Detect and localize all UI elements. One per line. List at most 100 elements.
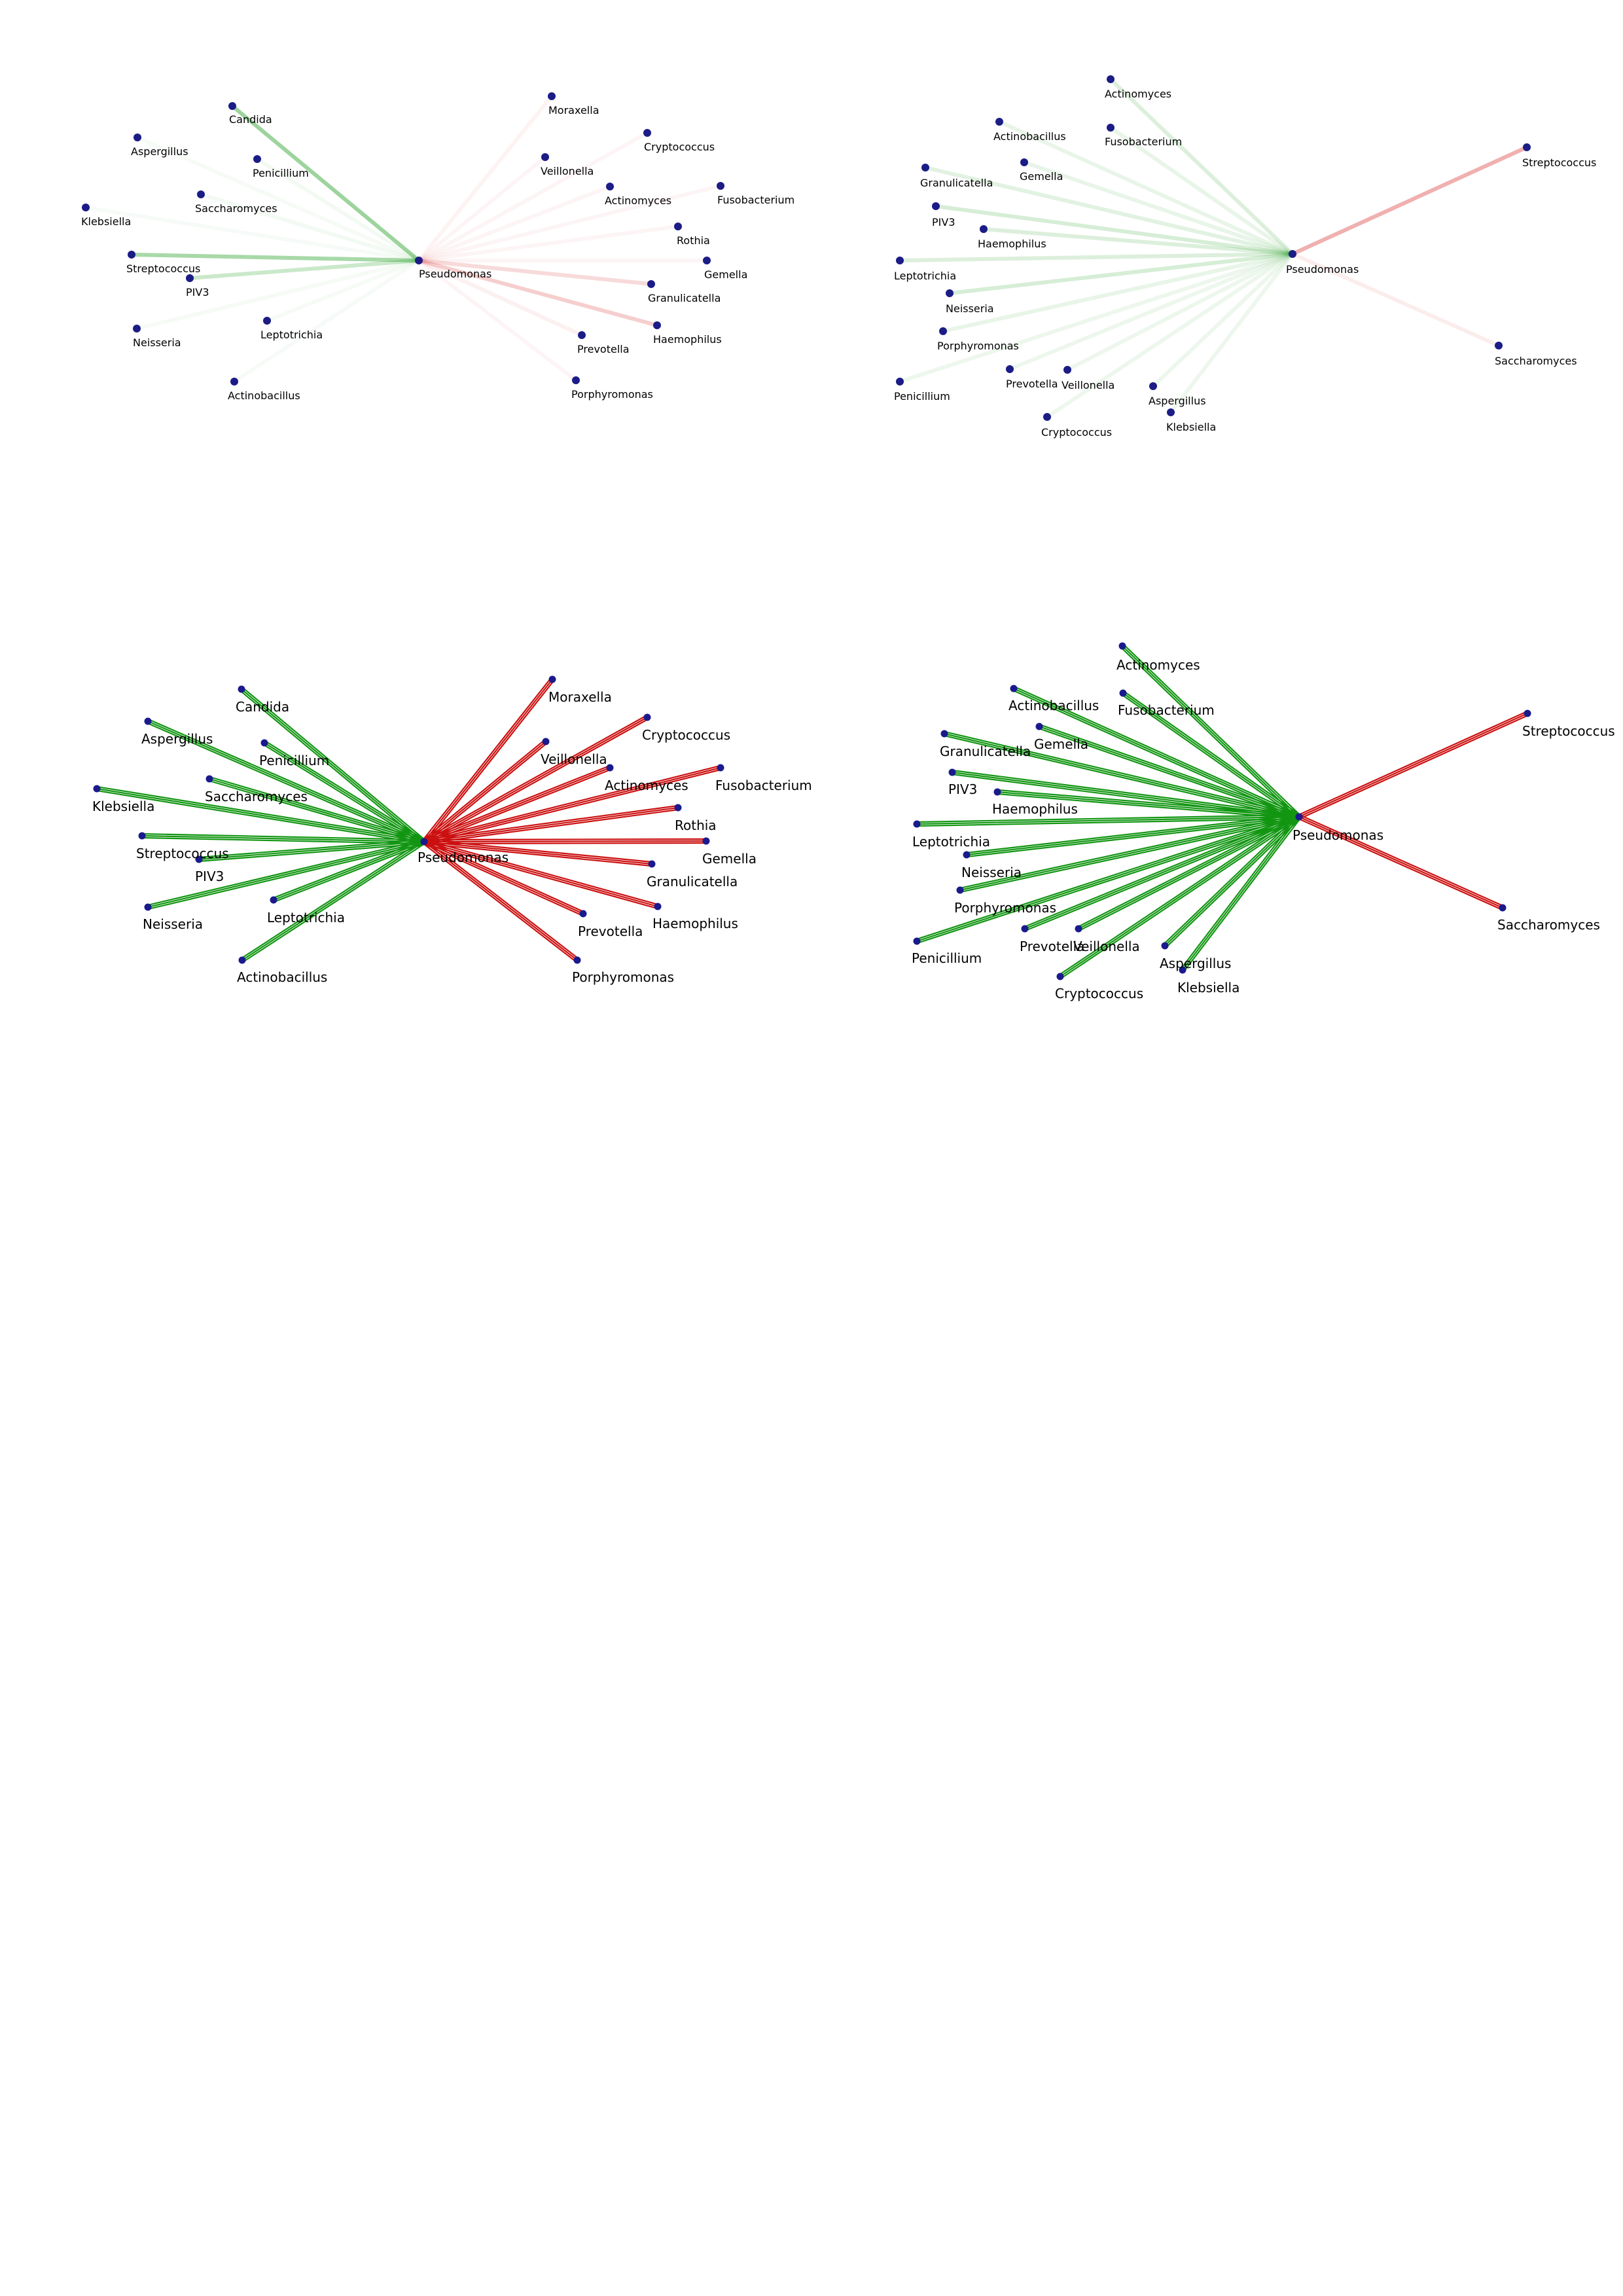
edge-actinomyces: [1109, 77, 1294, 256]
nodes-layer: [82, 92, 724, 386]
edge-stroke: [418, 226, 679, 261]
edge-stroke: [257, 158, 419, 261]
edge-saccharomyces: [200, 192, 420, 262]
node-label-saccharomyces: Saccharomyces: [1497, 917, 1600, 933]
node-veillonella: [1075, 925, 1082, 933]
edge-stroke: [959, 814, 1300, 889]
edge-stroke: [423, 768, 722, 845]
node-label-cryptococcus: Cryptococcus: [644, 141, 715, 153]
edge-stroke: [84, 207, 419, 262]
edge-stroke: [423, 840, 659, 908]
edge-stroke: [998, 122, 1293, 256]
edge-stroke: [1292, 253, 1499, 346]
node-moraxella: [548, 675, 556, 683]
node-label-aspergillus: Aspergillus: [1160, 956, 1231, 971]
node-label-penicillium: Penicillium: [912, 950, 982, 966]
edge-stroke: [423, 838, 707, 841]
edge-stroke: [136, 260, 420, 331]
edge-stroke: [418, 260, 582, 336]
node-label-saccharomyces: Saccharomyces: [205, 789, 308, 804]
edge-stroke: [241, 840, 425, 961]
edge-stroke: [1110, 127, 1293, 255]
node-label-penicillium: Penicillium: [259, 753, 329, 768]
edge-stroke: [1009, 253, 1293, 370]
edge-stroke: [1152, 253, 1293, 387]
edge-stroke: [262, 744, 424, 844]
edge-stroke: [915, 814, 1300, 941]
edges-layer: [899, 77, 1528, 419]
edge-stroke: [1165, 817, 1302, 948]
edge-leptotrichia: [899, 252, 1294, 262]
node-fusobacterium: [717, 764, 724, 772]
node-label-leptotrichia: Leptotrichia: [894, 270, 956, 282]
node-klebsiella: [1179, 966, 1186, 974]
node-leptotrichia: [896, 257, 904, 264]
node-fusobacterium: [717, 182, 724, 190]
edge-stroke: [1122, 643, 1302, 816]
edge-stroke: [418, 185, 721, 261]
edge-fusobacterium: [1109, 126, 1294, 256]
edge-stroke: [255, 159, 419, 262]
edge-prevotella: [418, 259, 583, 337]
edge-stroke: [1066, 252, 1293, 370]
edge-stroke: [240, 839, 424, 960]
node-leptotrichia: [263, 317, 271, 325]
edge-stroke: [418, 259, 652, 284]
edge-candida: [230, 104, 421, 262]
node-gemella: [1035, 723, 1043, 730]
edge-stroke: [942, 254, 1294, 333]
hub-label: Pseudomonas: [1293, 827, 1383, 843]
node-streptococcus: [1524, 709, 1531, 717]
nodes-layer: [896, 75, 1531, 421]
edge-stroke: [1047, 254, 1294, 419]
node-piv3: [195, 855, 203, 863]
edges-layer: [96, 677, 722, 963]
edge-gemella: [1037, 724, 1301, 819]
node-granulicatella: [648, 860, 656, 868]
edge-aspergillus: [1151, 252, 1294, 388]
edge-stroke: [899, 254, 1294, 262]
node-label-klebsiella: Klebsiella: [1177, 980, 1240, 996]
edge-stroke: [423, 740, 547, 843]
edge-stroke: [1038, 725, 1300, 818]
edge-stroke: [96, 787, 425, 843]
node-granulicatella: [921, 164, 929, 171]
node-label-haemophilus: Haemophilus: [652, 916, 738, 931]
node-label-piv3: PIV3: [932, 216, 955, 228]
labels-layer: Candida Aspergillus Penicillium Saccharomyc…: [92, 689, 812, 985]
node-gemella: [1020, 158, 1028, 166]
node-cryptococcus: [1056, 973, 1064, 980]
node-label-leptotrichia: Leptotrichia: [267, 910, 345, 925]
edge-stroke: [983, 227, 1294, 254]
edge-stroke: [272, 839, 425, 899]
edge-stroke: [916, 816, 1300, 942]
node-label-streptococcus: Streptococcus: [126, 262, 200, 275]
edge-haemophilus: [423, 839, 659, 909]
edge-stroke: [424, 839, 585, 913]
node-porphyromonas: [572, 376, 580, 384]
node-label-streptococcus: Streptococcus: [136, 846, 229, 861]
edge-stroke: [1045, 252, 1293, 417]
node-label-neisseria: Neisseria: [143, 916, 203, 932]
edge-penicillium: [262, 740, 426, 844]
edge-stroke: [266, 260, 419, 321]
node-label-gemella: Gemella: [1034, 736, 1088, 752]
edge-stroke: [1292, 147, 1528, 256]
nodes-layer: [913, 642, 1531, 980]
edge-granulicatella: [924, 166, 1294, 256]
hub-node: [420, 838, 428, 846]
node-cryptococcus: [643, 713, 651, 721]
edge-stroke: [423, 764, 721, 841]
edge-stroke: [935, 206, 1293, 256]
edge-stroke: [230, 106, 419, 262]
node-label-fusobacterium: Fusobacterium: [717, 194, 794, 206]
edge-stroke: [1292, 147, 1527, 255]
edge-stroke: [899, 252, 1293, 382]
node-aspergillus: [134, 134, 141, 141]
edge-stroke: [999, 121, 1293, 255]
network-panel-a: Candida Aspergillus Penicillium Saccharomyc…: [81, 92, 794, 402]
edge-stroke: [209, 776, 425, 841]
edge-stroke: [423, 678, 554, 843]
edge-stroke: [1162, 814, 1299, 945]
